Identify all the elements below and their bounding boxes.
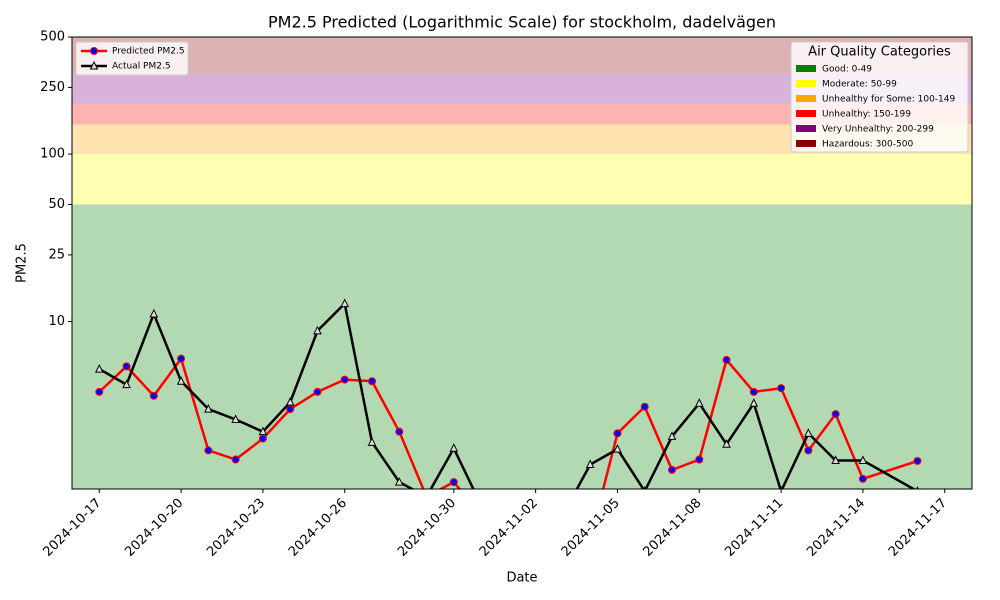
data-point	[368, 377, 376, 386]
data-point	[913, 456, 922, 465]
data-point	[204, 446, 213, 455]
data-point	[95, 387, 104, 396]
legend-label: Actual PM2.5	[112, 62, 171, 72]
x-tick-label: 2024-10-30	[395, 496, 459, 560]
y-tick-label: 50	[48, 197, 65, 212]
legend-marker	[90, 47, 98, 55]
legend-swatch	[796, 95, 816, 102]
data-point	[340, 298, 350, 308]
legend-label: Good: 0-49	[822, 65, 872, 75]
data-point	[176, 376, 186, 385]
data-point	[258, 426, 268, 436]
legend-label: Hazardous: 300-500	[822, 140, 913, 150]
x-axis-label: Date	[506, 571, 537, 586]
x-tick-label: 2024-11-05	[559, 496, 623, 560]
data-point	[749, 398, 759, 407]
category-band	[72, 204, 972, 489]
data-point	[585, 459, 595, 469]
data-point	[449, 443, 459, 452]
data-point	[667, 431, 677, 440]
data-point	[395, 427, 404, 436]
data-point	[559, 511, 566, 518]
x-tick-label: 2024-10-17	[41, 496, 105, 560]
legend-label: Unhealthy: 150-199	[822, 110, 911, 120]
data-point	[313, 387, 322, 396]
data-point	[804, 446, 813, 455]
y-tick-label: 25	[48, 247, 65, 262]
y-tick-label: 500	[40, 30, 65, 45]
data-point	[367, 437, 377, 446]
data-point	[340, 375, 349, 384]
data-point	[313, 325, 322, 335]
legend-label: Predicted PM2.5	[112, 47, 185, 57]
x-tick-label: 2024-11-08	[641, 496, 705, 560]
data-point	[149, 391, 158, 400]
category-band	[72, 103, 972, 125]
legend-swatch	[796, 125, 816, 132]
x-tick-label: 2024-10-20	[122, 496, 186, 560]
data-point	[231, 455, 240, 464]
data-point	[204, 403, 213, 413]
legend-swatch	[796, 110, 816, 117]
x-tick-label: 2024-11-14	[804, 496, 868, 560]
data-point	[858, 474, 867, 483]
x-tick-label: 2024-11-11	[722, 496, 786, 560]
legend-swatch	[796, 65, 816, 72]
chart-title: PM2.5 Predicted (Logarithmic Scale) for …	[268, 13, 776, 32]
legend-marker	[89, 60, 99, 70]
y-tick-label: 250	[40, 80, 65, 95]
data-point	[394, 476, 404, 486]
data-point	[722, 355, 731, 364]
axes-frame	[71, 36, 973, 490]
legend-label: Very Unhealthy: 200-299	[822, 125, 934, 135]
legend-swatch	[796, 80, 816, 87]
data-point	[777, 384, 786, 393]
data-point	[694, 398, 704, 407]
data-point	[478, 511, 485, 518]
data-point	[722, 439, 731, 448]
data-point	[613, 444, 622, 453]
legend-box	[790, 41, 969, 153]
data-point	[149, 308, 159, 318]
y-axis-label: PM2.5	[15, 243, 30, 283]
data-point	[640, 402, 649, 411]
y-tick-label: 100	[40, 147, 65, 162]
data-point	[258, 434, 267, 443]
data-point	[478, 501, 485, 508]
category-band	[72, 154, 972, 205]
data-point	[804, 428, 813, 437]
data-point	[695, 455, 704, 464]
category-legend: Air Quality Categories Good: 0-49 Moderate…	[790, 41, 969, 153]
data-point	[423, 493, 430, 500]
x-tick-label: 2024-10-26	[286, 496, 350, 560]
legend: Predicted PM2.5 Actual PM2.5	[75, 41, 189, 76]
data-point	[94, 363, 104, 373]
legend-title: Air Quality Categories	[808, 45, 951, 60]
data-point	[749, 387, 758, 396]
data-point	[831, 455, 840, 464]
data-point	[285, 397, 295, 406]
legend-label: Moderate: 50-99	[822, 80, 897, 90]
data-point	[449, 478, 458, 487]
data-point	[858, 455, 868, 464]
data-point	[831, 410, 840, 419]
data-point	[122, 379, 131, 389]
x-tick-label: 2024-11-17	[886, 496, 950, 560]
data-point	[231, 414, 240, 424]
x-tick-label: 2024-10-23	[204, 496, 268, 560]
y-tick-label: 10	[48, 314, 65, 329]
legend-swatch	[796, 140, 816, 147]
legend-label: Unhealthy for Some: 100-149	[822, 95, 955, 105]
data-point	[613, 429, 622, 438]
data-point	[423, 493, 430, 500]
x-tick-label: 2024-11-02	[477, 496, 541, 560]
data-point	[668, 465, 676, 474]
data-point	[122, 362, 131, 371]
data-point	[177, 354, 186, 363]
